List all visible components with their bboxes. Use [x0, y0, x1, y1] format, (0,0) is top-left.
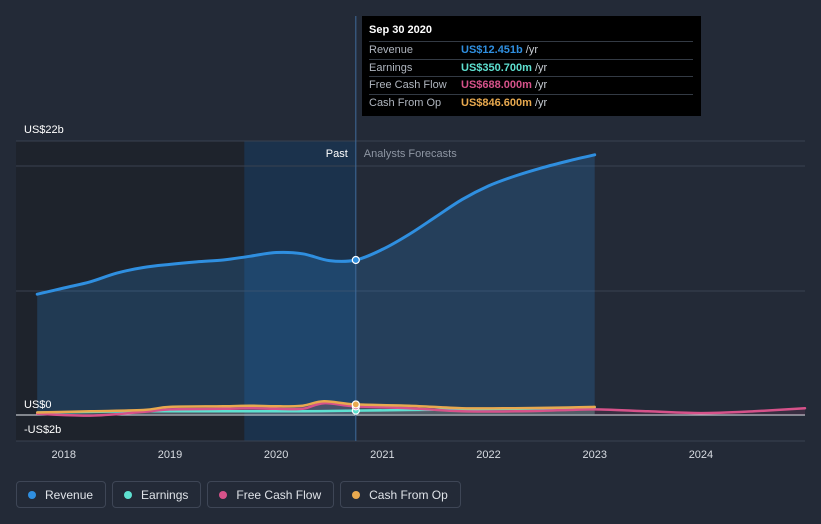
tooltip-row-free-cash-flow: Free Cash Flow US$688.000m /yr [369, 76, 693, 94]
legend-dot-icon [28, 490, 36, 499]
legend-item-revenue[interactable]: Revenue [16, 481, 107, 508]
legend-label: Free Cash Flow [236, 487, 322, 502]
x-tick-label: 2018 [52, 449, 76, 461]
forecast-label: Analysts Forecasts [364, 148, 457, 160]
x-tick-label: 2021 [370, 449, 394, 461]
revenue-area [37, 154, 595, 416]
y-tick-label-bottom: -US$2b [24, 424, 61, 436]
chart-canvas: Past Analysts Forecasts US$22b US$0 -US$… [16, 16, 807, 461]
tooltip: Sep 30 2020 Revenue US$12.451b /yr Earni… [362, 16, 701, 116]
tooltip-unit: /yr [534, 79, 548, 91]
tooltip-value: US$846.600m [461, 96, 532, 109]
cash-from-op-marker [351, 400, 360, 409]
legend-label: Earnings [141, 487, 189, 502]
tooltip-label: Cash From Op [369, 96, 442, 109]
revenue-line [35, 153, 597, 296]
legend-item-earnings[interactable]: Earnings [112, 481, 202, 508]
tooltip-unit: /yr [525, 44, 538, 56]
tooltip-row-earnings: Earnings US$350.700m /yr [369, 58, 693, 77]
tooltip-unit: /yr [534, 61, 548, 74]
y-tick-label-top: US$22b [24, 124, 64, 136]
tooltip-label: Earnings [369, 61, 413, 74]
cash-from-op-line [35, 400, 596, 414]
tooltip-value: US$350.700m [461, 61, 532, 74]
legend-dot-icon [219, 490, 228, 499]
x-tick-label: 2022 [476, 449, 500, 461]
tooltip-row-revenue: Revenue US$12.451b /yr [369, 41, 693, 59]
legend-item-free-cash-flow[interactable]: Free Cash Flow [207, 481, 335, 508]
gridlines [16, 140, 805, 442]
tooltip-label: Revenue [369, 44, 414, 56]
x-tick-label: 2020 [264, 449, 288, 461]
tooltip-row-cash-from-op: Cash From Op US$846.600m /yr [369, 93, 693, 112]
tooltip-value: US$12.451b [461, 44, 523, 56]
tooltip-date: Sep 30 2020 [369, 24, 432, 36]
legend-dot-icon [124, 490, 133, 499]
tooltip-value: US$688.000m [461, 79, 532, 91]
legend-dot-icon [352, 490, 361, 499]
legend: Revenue Earnings Free Cash Flow Cash Fro… [16, 481, 461, 508]
revenue-marker [351, 255, 360, 265]
past-label: Past [326, 148, 348, 160]
y-tick-label-zero: US$0 [24, 399, 52, 411]
x-axis-labels: 2018 2019 2020 2021 2022 2023 2024 [52, 449, 714, 461]
y-axis-labels: US$22b US$0 -US$2b [24, 124, 64, 436]
x-tick-label: 2023 [582, 449, 606, 461]
legend-label: Revenue [45, 487, 94, 502]
tooltip-markers [351, 255, 360, 415]
tooltip-unit: /yr [534, 96, 548, 109]
legend-item-cash-from-op[interactable]: Cash From Op [340, 481, 461, 508]
legend-label: Cash From Op [369, 487, 448, 502]
tooltip-label: Free Cash Flow [369, 79, 447, 91]
x-tick-label: 2019 [158, 449, 182, 461]
x-tick-label: 2024 [689, 449, 713, 461]
